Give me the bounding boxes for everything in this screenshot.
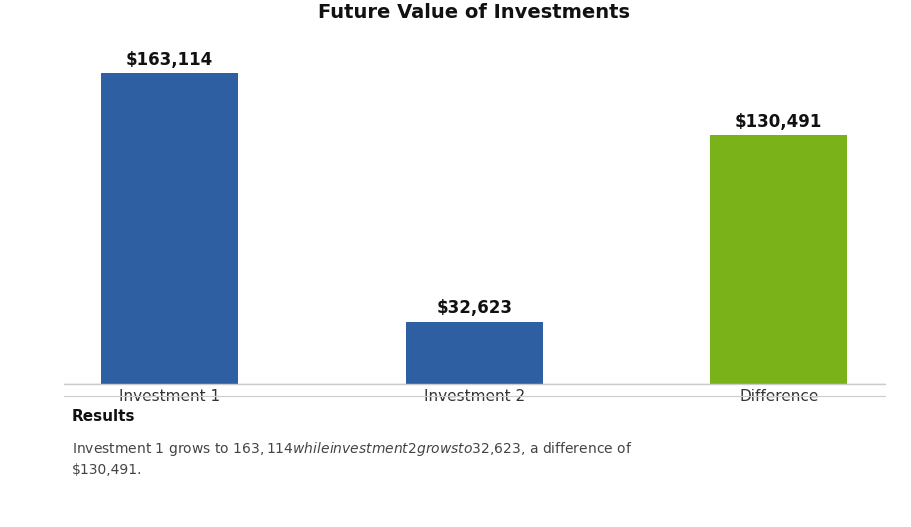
Text: Investment 1 grows to $163,114 while investment 2 grows to $32,623, a difference: Investment 1 grows to $163,114 while inv…: [72, 440, 631, 477]
Text: $32,623: $32,623: [435, 299, 512, 317]
Title: Future Value of Investments: Future Value of Investments: [318, 3, 630, 22]
Text: Results: Results: [72, 409, 136, 424]
Text: $130,491: $130,491: [734, 113, 822, 131]
Bar: [101, 73, 238, 384]
Bar: [710, 135, 846, 384]
Bar: [405, 322, 542, 384]
Text: $163,114: $163,114: [126, 51, 213, 69]
